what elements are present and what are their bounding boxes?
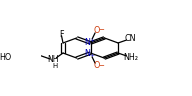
Text: H: H [53,63,58,69]
Text: HO: HO [0,53,12,62]
Text: O: O [94,26,100,35]
Text: CN: CN [124,34,136,43]
Text: +: + [89,38,95,43]
Text: −: − [98,26,104,33]
Text: NH₂: NH₂ [123,53,138,62]
Text: +: + [89,53,95,58]
Text: O: O [94,61,100,70]
Text: NH: NH [48,55,59,64]
Text: N: N [84,49,90,58]
Text: N: N [84,38,90,47]
Text: −: − [98,63,104,70]
Text: F: F [59,30,64,39]
